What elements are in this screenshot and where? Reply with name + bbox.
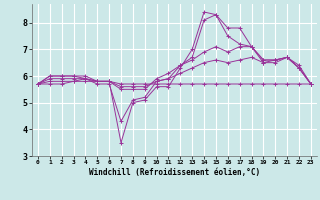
X-axis label: Windchill (Refroidissement éolien,°C): Windchill (Refroidissement éolien,°C) xyxy=(89,168,260,177)
